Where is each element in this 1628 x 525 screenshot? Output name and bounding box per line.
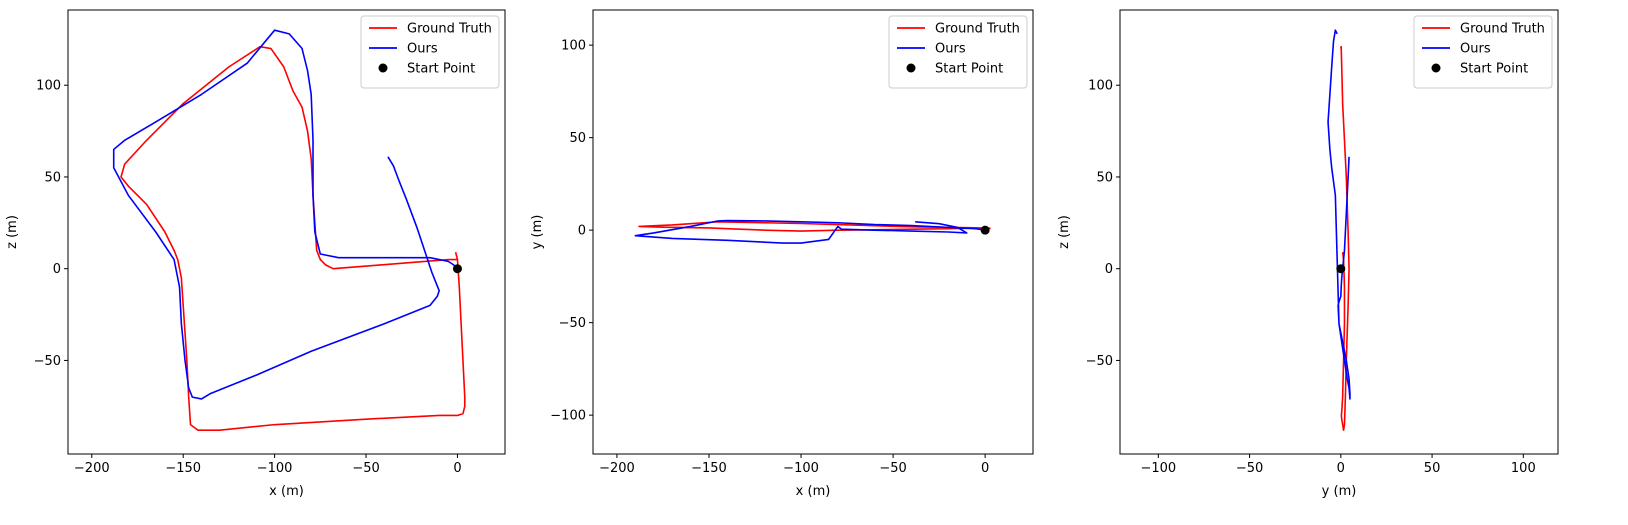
x-tick-label: −150 [165,461,201,476]
y-tick-label: −50 [1086,354,1113,369]
x-axis-label: x (m) [269,484,304,499]
y-axis-label: z (m) [1057,215,1072,249]
y-tick-label: 0 [53,262,61,277]
x-tick-label: −200 [599,461,635,476]
chart-panel-1: −200 −150 −100 −50 0 −50 0 50 100 x (m) z (m) Groun… [5,9,506,499]
y-tick-label: 0 [1105,262,1113,277]
x-tick-label: −100 [783,461,819,476]
legend-label: Start Point [1460,62,1528,77]
legend-label: Ground Truth [407,22,492,37]
x-tick-label: 50 [1424,461,1441,476]
y-tick-label: 100 [1088,79,1113,94]
x-tick-label: 0 [1337,461,1345,476]
legend-box [1413,15,1553,89]
start-point-marker [1336,264,1346,274]
x-tick-label: −50 [879,461,906,476]
chart-panel-3: −100 −50 0 50 100 −50 0 50 100 y (m) z (m) Ground T… [1057,9,1559,499]
x-tick-label: −50 [352,461,379,476]
legend-label: Start Point [935,62,1003,77]
chart-panel-2: −200 −150 −100 −50 0 −100 −50 0 50 100 x (m) y (m) G… [530,9,1034,499]
series-line-ours [634,219,986,244]
legend-label: Ours [935,42,966,57]
legend: Ground Truth Ours Start Point [360,15,500,89]
y-tick-label: −100 [550,409,586,424]
x-tick-label: 0 [453,461,461,476]
legend-label: Ours [1460,42,1491,57]
y-tick-label: −50 [34,354,61,369]
x-tick-label: −150 [691,461,727,476]
x-tick-label: 0 [981,461,989,476]
legend: Ground Truth Ours Start Point [888,15,1028,89]
legend-label: Ground Truth [935,22,1020,37]
x-tick-label: −200 [74,461,110,476]
series-line-ours [1327,29,1351,400]
x-tick-label: −100 [257,461,293,476]
y-axis-label: y (m) [530,215,545,250]
y-tick-label: −50 [559,316,586,331]
x-tick-label: −50 [1236,461,1263,476]
x-tick-label: 100 [1511,461,1536,476]
x-axis-label: x (m) [796,484,831,499]
plot-frame [592,9,1034,455]
y-tick-label: 100 [561,39,586,54]
x-axis-label: y (m) [1322,484,1357,499]
start-point-marker [452,264,462,274]
plot-frame [67,9,506,455]
y-tick-label: 50 [1096,170,1113,185]
legend-box [888,15,1028,89]
legend: Ground Truth Ours Start Point [1413,15,1553,89]
plot-frame [1119,9,1559,455]
x-tick-label: −100 [1140,461,1176,476]
y-tick-label: 50 [44,170,61,185]
legend-marker-swatch [378,63,388,73]
legend-box [360,15,500,89]
y-tick-label: 100 [36,79,61,94]
y-axis-label: z (m) [5,215,20,249]
legend-label: Ground Truth [1460,22,1545,37]
series-line-ground-truth [120,45,466,431]
y-tick-label: 0 [578,224,586,239]
legend-marker-swatch [1431,63,1441,73]
legend-label: Ours [407,42,438,57]
y-tick-label: 50 [569,131,586,146]
legend-label: Start Point [407,62,475,77]
legend-marker-swatch [906,63,916,73]
start-point-marker [980,225,990,235]
series-line-ours [112,29,459,400]
